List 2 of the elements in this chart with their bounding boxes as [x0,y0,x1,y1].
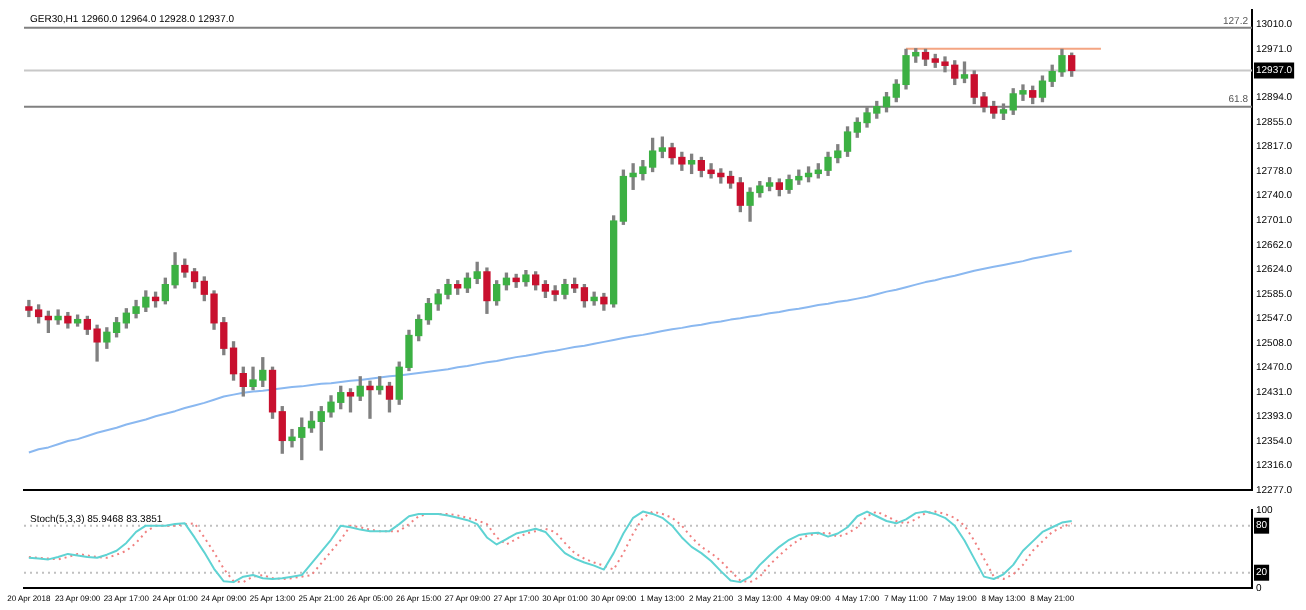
candlestick [54,309,62,325]
candlestick [366,380,374,419]
